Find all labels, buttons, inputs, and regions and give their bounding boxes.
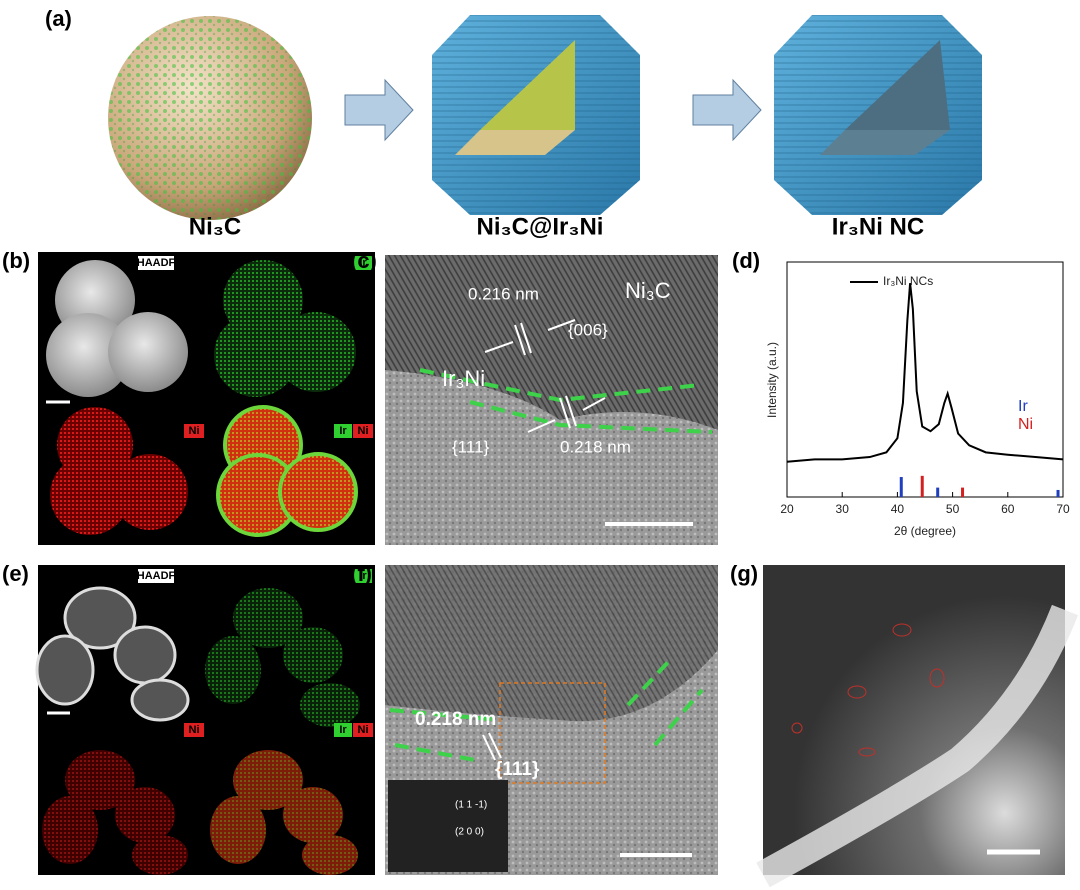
panel-e: (e) HAADF Ir Ni Ir Ni — [2, 561, 375, 875]
panel-label: (b) — [2, 248, 30, 273]
x-tick-label: 70 — [1056, 502, 1070, 516]
annotation: {111} — [495, 759, 540, 780]
panel-label: (d) — [732, 248, 760, 273]
legend-label: Ir — [1018, 398, 1028, 415]
plot-frame — [786, 261, 1064, 498]
annotation: {111} — [452, 437, 490, 456]
panel-label: (g) — [730, 561, 758, 586]
arrow — [692, 78, 762, 142]
legend-label: Ir₃Ni NCs — [883, 274, 933, 288]
panel-label: (a) — [45, 6, 72, 31]
annotation: 0.216 nm — [468, 284, 539, 303]
x-tick-label: 50 — [946, 502, 960, 516]
tag: Ir — [339, 425, 347, 437]
tag: Ni — [189, 724, 200, 736]
x-tick-label: 60 — [1001, 502, 1015, 516]
tag: Ni — [358, 425, 369, 437]
x-axis-label: 2θ (degree) — [894, 524, 956, 538]
x-tick-label: 20 — [780, 502, 794, 516]
model-label: Ni₃C — [189, 213, 241, 240]
x-tick-label: 30 — [836, 502, 850, 516]
panel-label: (e) — [2, 561, 29, 586]
panel-d: (d) 2θ (degree) Intensity (a.u.) 20 30 40 5… — [732, 248, 1070, 538]
y-axis-label: Intensity (a.u.) — [765, 342, 779, 418]
annotation: (2 0 0) — [455, 827, 484, 838]
core-shell-model — [432, 15, 640, 215]
panel-a: (a) Ni₃C Ni₃C@Ir₃Ni Ir₃Ni NC — [45, 6, 982, 240]
model-label: Ni₃C@Ir₃Ni — [477, 213, 604, 240]
arrow — [344, 78, 414, 142]
nanocage-model — [774, 15, 982, 215]
xrd-curve — [786, 283, 1064, 463]
tag: Ir — [359, 570, 367, 582]
x-tick-label: 40 — [891, 502, 905, 516]
annotation: Ni₃C — [625, 278, 671, 303]
panel-label: (f) — [350, 561, 372, 586]
tag: Ir — [359, 257, 367, 269]
model-label: Ir₃Ni NC — [832, 213, 924, 240]
panel-f: (f) 0.218 nm {111} (1 1 -1) (2 0 0) — [350, 561, 718, 875]
tag: Ir — [339, 724, 347, 736]
panel-label: (c) — [350, 248, 377, 273]
panel-b: (b) HAADF Ir Ni Ir Ni — [2, 248, 375, 545]
tag: HAADF — [137, 570, 176, 582]
annotation: Ir₃Ni — [442, 366, 485, 391]
annotation: 0.218 nm — [415, 709, 496, 730]
annotation: (1 1 -1) — [455, 800, 487, 811]
tag: Ni — [358, 724, 369, 736]
annotation: 0.218 nm — [560, 437, 631, 456]
panel-g: (g) — [730, 561, 1079, 888]
tag: Ni — [189, 425, 200, 437]
ni-atoms — [108, 16, 312, 220]
annotation: {006} — [568, 320, 608, 339]
legend-label: Ni — [1018, 416, 1033, 433]
panel-c: (c) 0.216 nm Ni₃C {006} Ir₃Ni {111} 0.21… — [350, 248, 718, 545]
tag: HAADF — [137, 257, 176, 269]
